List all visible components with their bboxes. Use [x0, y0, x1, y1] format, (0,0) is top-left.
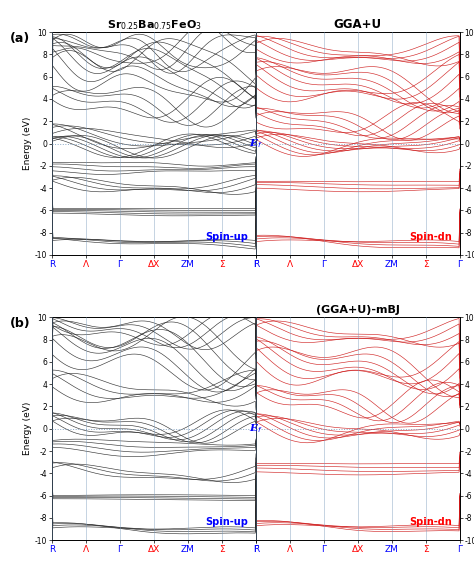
Y-axis label: Energy (eV): Energy (eV)	[23, 117, 32, 170]
Text: Spin-dn: Spin-dn	[409, 517, 452, 527]
Title: GGA+U: GGA+U	[334, 18, 382, 31]
Text: E$_f$: E$_f$	[249, 422, 263, 435]
Title: (GGA+U)-mBJ: (GGA+U)-mBJ	[316, 305, 400, 315]
Text: Spin-up: Spin-up	[205, 517, 248, 527]
Text: (a): (a)	[9, 32, 30, 45]
Text: Spin-up: Spin-up	[205, 232, 248, 242]
Y-axis label: Energy (eV): Energy (eV)	[23, 402, 32, 456]
Text: (b): (b)	[9, 317, 30, 331]
Text: Spin-dn: Spin-dn	[409, 232, 452, 242]
Text: E$_f$: E$_f$	[249, 137, 263, 150]
Title: Sr$_{0.25}$Ba$_{0.75}$FeO$_3$: Sr$_{0.25}$Ba$_{0.75}$FeO$_3$	[107, 18, 201, 32]
